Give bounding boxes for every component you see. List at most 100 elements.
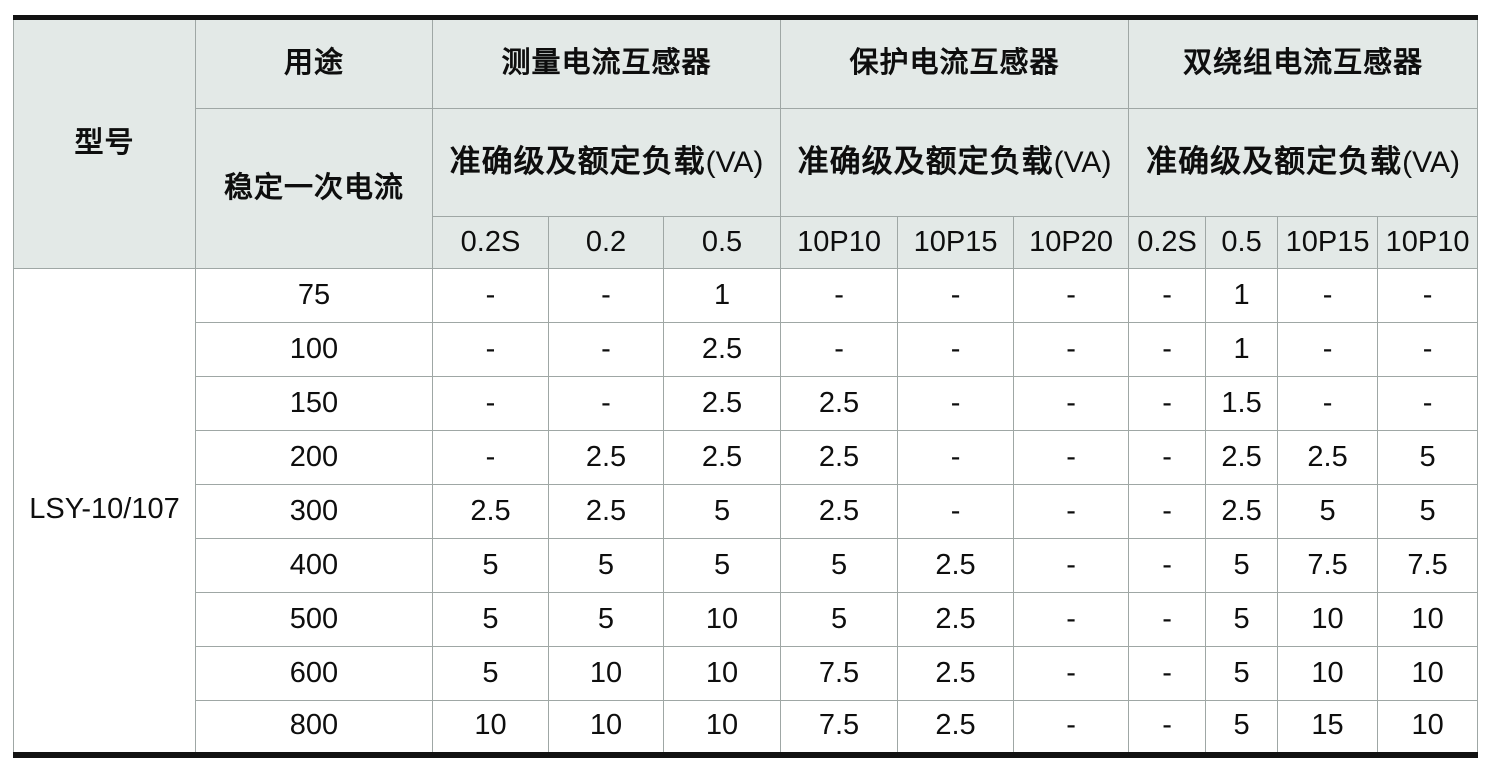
table-row: 600 5 10 10 7.5 2.5- -5 10 10	[14, 646, 1479, 701]
value-cell: -	[1128, 430, 1207, 485]
va-unit-label: (VA)	[1402, 146, 1460, 180]
value-cell: 2.5	[897, 646, 1015, 701]
value-cell: 5	[1205, 592, 1279, 647]
class-header-dw-0-2s: 0.2S	[1128, 216, 1207, 269]
value-cell: 2.5	[780, 430, 899, 485]
value-cell: 2.5	[897, 592, 1015, 647]
value-cell: -	[548, 376, 664, 431]
value-cell: -	[1277, 322, 1379, 377]
class-header-measuring-0-5: 0.5	[662, 216, 782, 269]
value-cell: -	[1128, 538, 1207, 593]
value-cell: 2.5	[662, 430, 782, 485]
primary-current-cell: 400	[195, 538, 433, 593]
ct-spec-table: 型号 用途 测量电流互感器 保护电流互感器 双绕组电流互感器 稳定一次电流 准确…	[13, 15, 1479, 758]
value-cell: 5	[1377, 484, 1479, 539]
value-cell: 10	[662, 700, 782, 755]
class-header-measuring-0-2: 0.2	[548, 216, 664, 269]
value-cell: 5	[1205, 538, 1279, 593]
value-cell: -	[1277, 376, 1379, 431]
value-cell: 2.5	[432, 484, 549, 539]
value-cell: 2.5	[780, 484, 899, 539]
value-cell: 2.5	[780, 376, 899, 431]
value-cell: 10	[1277, 646, 1379, 701]
value-cell: 7.5	[1277, 538, 1379, 593]
value-cell: 10	[1277, 592, 1379, 647]
primary-current-cell: 150	[195, 376, 433, 431]
primary-current-cell: 100	[195, 322, 433, 377]
primary-current-cell: 600	[195, 646, 433, 701]
value-cell: 10	[548, 646, 664, 701]
value-cell: 10	[432, 700, 549, 755]
primary-current-cell: 75	[195, 268, 433, 323]
value-cell: 2.5	[548, 430, 664, 485]
value-cell: -	[1128, 646, 1207, 701]
value-cell: 2.5	[897, 700, 1015, 755]
value-cell: -	[1013, 268, 1130, 323]
value-cell: -	[432, 322, 549, 377]
table-header: 型号 用途 测量电流互感器 保护电流互感器 双绕组电流互感器 稳定一次电流 准确…	[13, 17, 1479, 269]
value-cell: 5	[780, 592, 899, 647]
value-cell: 1	[1205, 322, 1279, 377]
value-cell: -	[432, 376, 549, 431]
value-cell: 2.5	[1205, 430, 1279, 485]
value-cell: -	[432, 430, 549, 485]
usage-column-header: 用途	[195, 17, 433, 109]
value-cell: -	[1377, 322, 1479, 377]
value-cell: -	[1013, 538, 1130, 593]
primary-current-cell: 800	[195, 700, 433, 755]
table-row: 500 5 5 10 5 2.5- -5 10 10	[14, 592, 1479, 647]
value-cell: 5	[432, 538, 549, 593]
value-cell: 2.5	[662, 322, 782, 377]
value-cell: 1	[1205, 268, 1279, 323]
value-cell: -	[1377, 268, 1479, 323]
group-title-double-winding-ct: 双绕组电流互感器	[1128, 17, 1479, 109]
header-row-subtitles: 稳定一次电流 准确级及额定负载(VA) 准确级及额定负载(VA) 准确级及额定负…	[14, 108, 1479, 269]
table-row: 100- -2.5- - - -1- -	[14, 322, 1479, 377]
value-cell: -	[1377, 376, 1479, 431]
class-header-dw-10p10: 10P10	[1377, 216, 1479, 269]
value-cell: 5	[1205, 646, 1279, 701]
value-cell: -	[1013, 646, 1130, 701]
value-cell: -	[780, 268, 899, 323]
value-cell: -	[1128, 592, 1207, 647]
value-cell: -	[897, 376, 1015, 431]
value-cell: 5	[662, 538, 782, 593]
value-cell: 5	[432, 592, 549, 647]
value-cell: 5	[1205, 700, 1279, 755]
table-row: 400 5 5 5 5 2.5- -5 7.5 7.5	[14, 538, 1479, 593]
class-header-protection-10p10: 10P10	[780, 216, 899, 269]
table-row: LSY-10/107 75- -1- - - -1- -	[13, 268, 1479, 755]
value-cell: 10	[1377, 646, 1479, 701]
class-header-dw-0-5: 0.5	[1205, 216, 1279, 269]
value-cell: 7.5	[1377, 538, 1479, 593]
primary-current-header: 稳定一次电流	[195, 108, 433, 269]
value-cell: 5	[662, 484, 782, 539]
table-row: 300 2.5 2.5 5 2.5- - -2.5 5 5	[14, 484, 1479, 539]
value-cell: 15	[1277, 700, 1379, 755]
value-cell: -	[1013, 484, 1130, 539]
value-cell: 10	[662, 646, 782, 701]
class-header-protection-10p20: 10P20	[1013, 216, 1130, 269]
value-cell: 2.5	[1277, 430, 1379, 485]
group-title-protection-ct: 保护电流互感器	[780, 17, 1130, 109]
value-cell: -	[548, 268, 664, 323]
model-column-header: 型号	[13, 17, 196, 269]
value-cell: 7.5	[780, 646, 899, 701]
data-rows: LSY-10/107 75- -1- - - -1- -100- -2.5- - - -1- -150…	[13, 268, 1479, 755]
header-row-accuracy-classes: 0.2S 0.2 0.5 10P10 10P15 10P20 0.2S 0.5 …	[14, 216, 1479, 269]
header-row-groups: 型号 用途 测量电流互感器 保护电流互感器 双绕组电流互感器	[13, 17, 1479, 269]
value-cell: -	[780, 322, 899, 377]
table-row: 200-2.5 2.5 2.5- - -2.5 2.5 5	[14, 430, 1479, 485]
value-cell: -	[1013, 322, 1130, 377]
value-cell: -	[897, 322, 1015, 377]
value-cell: 10	[1377, 592, 1479, 647]
value-cell: -	[1013, 700, 1130, 755]
value-cell: 10	[1377, 700, 1479, 755]
value-cell: -	[1277, 268, 1379, 323]
value-cell: 1	[662, 268, 782, 323]
value-cell: -	[548, 322, 664, 377]
class-header-measuring-0-2s: 0.2S	[432, 216, 549, 269]
primary-current-cell: 200	[195, 430, 433, 485]
value-cell: 2.5	[662, 376, 782, 431]
